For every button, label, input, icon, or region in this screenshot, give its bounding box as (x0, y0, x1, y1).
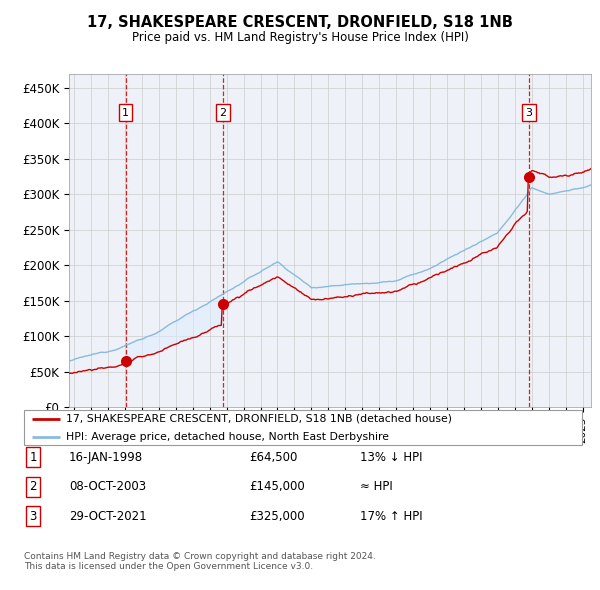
Text: 17% ↑ HPI: 17% ↑ HPI (360, 510, 422, 523)
Text: 1: 1 (122, 108, 129, 118)
Text: Price paid vs. HM Land Registry's House Price Index (HPI): Price paid vs. HM Land Registry's House … (131, 31, 469, 44)
Text: 1: 1 (29, 451, 37, 464)
Text: ≈ HPI: ≈ HPI (360, 480, 393, 493)
Text: 17, SHAKESPEARE CRESCENT, DRONFIELD, S18 1NB (detached house): 17, SHAKESPEARE CRESCENT, DRONFIELD, S18… (66, 414, 452, 424)
Text: 16-JAN-1998: 16-JAN-1998 (69, 451, 143, 464)
Text: HPI: Average price, detached house, North East Derbyshire: HPI: Average price, detached house, Nort… (66, 432, 389, 441)
Text: Contains HM Land Registry data © Crown copyright and database right 2024.
This d: Contains HM Land Registry data © Crown c… (24, 552, 376, 571)
Text: 3: 3 (526, 108, 532, 118)
Text: 29-OCT-2021: 29-OCT-2021 (69, 510, 146, 523)
Text: 13% ↓ HPI: 13% ↓ HPI (360, 451, 422, 464)
Text: 2: 2 (219, 108, 226, 118)
Text: £64,500: £64,500 (249, 451, 298, 464)
Text: 08-OCT-2003: 08-OCT-2003 (69, 480, 146, 493)
Text: £325,000: £325,000 (249, 510, 305, 523)
Text: 3: 3 (29, 510, 37, 523)
Text: 17, SHAKESPEARE CRESCENT, DRONFIELD, S18 1NB: 17, SHAKESPEARE CRESCENT, DRONFIELD, S18… (87, 15, 513, 30)
Text: 2: 2 (29, 480, 37, 493)
Text: £145,000: £145,000 (249, 480, 305, 493)
FancyBboxPatch shape (24, 410, 582, 445)
